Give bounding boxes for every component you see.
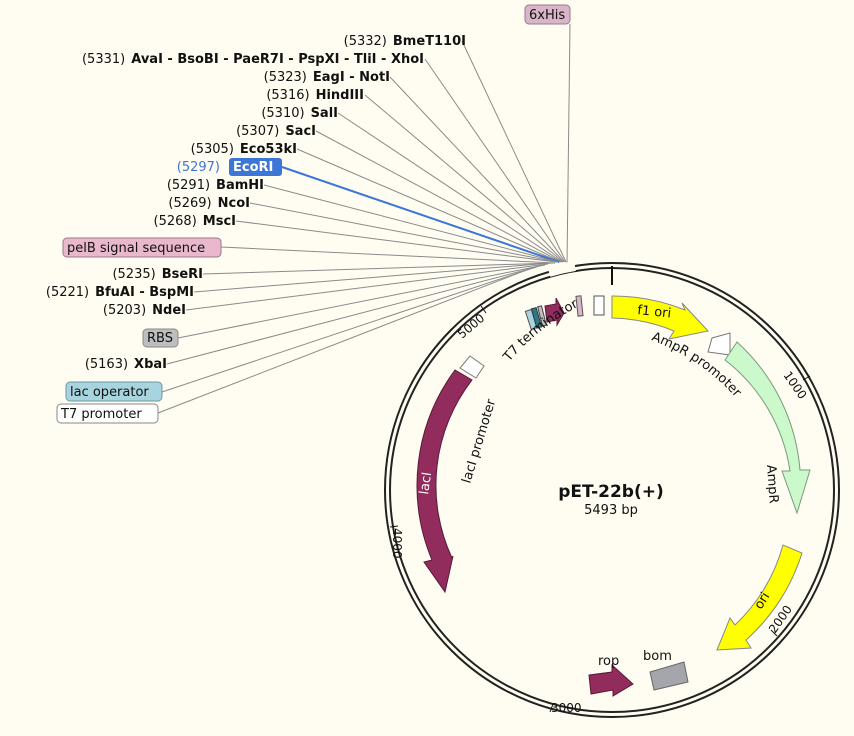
rbs-mark[interactable]: [537, 305, 547, 327]
ampr-arrow[interactable]: [724, 341, 811, 515]
site-label-hindiii[interactable]: (5316) HindIII: [266, 88, 364, 103]
bom-box[interactable]: [649, 661, 689, 691]
tick-label-5000: 5000: [455, 311, 487, 341]
pelb-arrow[interactable]: [544, 297, 565, 327]
feature-label-lac-operator[interactable]: lac operator: [65, 381, 163, 402]
ecori-leader: [281, 166, 560, 263]
feature-label-pelb[interactable]: pelB signal sequence: [62, 237, 222, 258]
site-labels: (5332) BmeT110I (5331) AvaI - BsoBI - PaeR…: [46, 34, 466, 372]
site-label-ecori[interactable]: (5297) EcoRI: [177, 158, 282, 176]
lac-operator-label-text: lac operator: [70, 385, 149, 400]
f1-ori-label: f1 ori: [637, 303, 672, 321]
backbone-outer: [384, 262, 840, 718]
ecori-position: (5297): [177, 160, 220, 175]
t7-promoter-label-text: T7 promoter: [60, 407, 142, 422]
tick-label-3000: 3000: [551, 701, 582, 715]
plasmid-size: 5493 bp: [584, 503, 638, 518]
rop-label: rop: [598, 654, 619, 669]
site-label-bmet110i[interactable]: (5332) BmeT110I: [344, 34, 466, 49]
site-label-ndei[interactable]: (5203) NdeI: [103, 303, 186, 318]
feature-labels: 6xHis pelB signal sequence RBS lac opera…: [56, 4, 571, 424]
backbone-gap: [547, 261, 576, 277]
rbs-label-text: RBS: [147, 331, 173, 346]
ampr-promoter-arrow[interactable]: [707, 332, 731, 356]
site-label-noti[interactable]: (5323) EagI - NotI: [264, 70, 390, 85]
f1-ori-arrow[interactable]: [611, 295, 709, 340]
rop-arrow[interactable]: [588, 663, 634, 697]
site-label-eco53ki[interactable]: (5305) Eco53kI: [191, 142, 297, 157]
feature-label-6xhis[interactable]: 6xHis: [524, 4, 571, 25]
ampr-label: AmpR: [763, 464, 781, 504]
site-label-msci[interactable]: (5268) MscI: [154, 214, 236, 229]
site-label-xbai[interactable]: (5163) XbaI: [85, 357, 167, 372]
t7-terminator-mark[interactable]: [575, 295, 584, 317]
his-tag-mark[interactable]: [593, 295, 605, 316]
ecori-name: EcoRI: [233, 160, 273, 175]
laci-label: lacI: [417, 471, 435, 495]
site-label-bseri[interactable]: (5235) BseRI: [112, 267, 203, 282]
site-label-xhoi-group[interactable]: (5331) AvaI - BsoBI - PaeR7I - PspXI - Tl…: [82, 52, 424, 67]
bom-label: bom: [643, 649, 672, 664]
laci-promoter-label: lacI promoter: [459, 397, 499, 485]
ori-arrow[interactable]: [716, 544, 803, 651]
site-label-saci[interactable]: (5307) SacI: [236, 124, 316, 139]
site-label-bamhi[interactable]: (5291) BamHI: [167, 178, 264, 193]
tick-marks: [389, 305, 811, 713]
site-label-ncoi[interactable]: (5269) NcoI: [168, 196, 250, 211]
t7-promoter-mark[interactable]: [530, 306, 543, 329]
site-label-sali[interactable]: (5310) SalI: [261, 106, 338, 121]
laci-arrow[interactable]: [416, 369, 473, 594]
ecori-highlight-box: [229, 158, 282, 176]
plasmid-title: pET-22b(+): [558, 482, 664, 502]
feature-label-rbs[interactable]: RBS: [142, 328, 179, 348]
tick-label-1000: 1000: [781, 369, 810, 402]
leader-lines: [157, 23, 571, 414]
laci-promoter-arrow[interactable]: [459, 355, 485, 379]
site-label-bspmi[interactable]: (5221) BfuAI - BspMI: [46, 285, 194, 300]
pelb-label-text: pelB signal sequence: [67, 241, 205, 256]
his-label-text: 6xHis: [529, 8, 565, 23]
feature-label-t7-promoter[interactable]: T7 promoter: [56, 403, 159, 424]
tick-label-4000: 4000: [390, 528, 404, 559]
